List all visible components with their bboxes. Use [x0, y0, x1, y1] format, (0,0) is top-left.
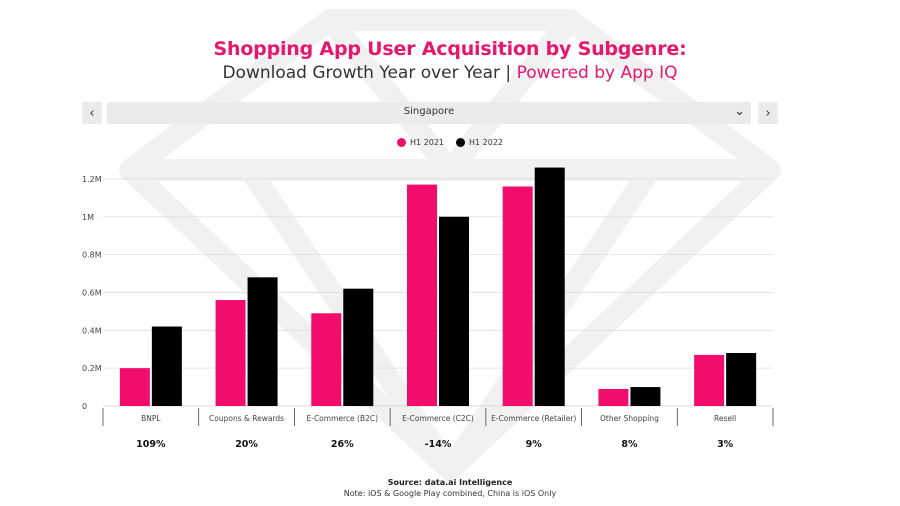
- bar-h1-2021: [215, 300, 246, 406]
- y-tick-label: 0: [82, 402, 87, 411]
- bar-h1-2022: [726, 353, 757, 406]
- growth-label: 9%: [526, 439, 543, 450]
- bar-h1-2022: [534, 167, 565, 406]
- bar-h1-2021: [311, 313, 342, 406]
- legend-swatch-h1-2022: [456, 138, 465, 147]
- growth-label: 20%: [235, 439, 258, 450]
- bar-h1-2021: [502, 186, 533, 406]
- x-tick-label: Resell: [714, 414, 736, 423]
- bar-h1-2022: [151, 326, 182, 406]
- legend-label-h1-2022: H1 2022: [469, 138, 504, 147]
- note-text: Note: iOS & Google Play combined, China …: [343, 489, 557, 498]
- x-tick-label: E-Commerce (B2C): [307, 414, 379, 423]
- subtitle-powered-by: Powered by App IQ: [516, 63, 678, 83]
- source-text: Source: data.ai Intelligence: [387, 478, 513, 487]
- legend-swatch-h1-2021: [396, 138, 406, 147]
- region-select-value: Singapore: [403, 106, 455, 117]
- y-tick-label: 0.8M: [82, 251, 102, 260]
- growth-label: 3%: [717, 439, 734, 450]
- x-tick-label: Other Shopping: [600, 414, 659, 423]
- y-tick-label: 0.2M: [82, 364, 102, 373]
- y-tick-label: 1M: [82, 213, 94, 222]
- bar-h1-2022: [247, 277, 278, 406]
- growth-label: 26%: [331, 439, 354, 450]
- subtitle-main: Download Growth Year over Year |: [222, 63, 517, 83]
- region-select[interactable]: Singapore ⌄: [107, 102, 751, 124]
- x-tick-label: E-Commerce (C2C): [402, 414, 474, 423]
- y-tick-label: 0.6M: [82, 288, 102, 297]
- bar-h1-2022: [439, 216, 469, 406]
- chart-legend: H1 2021 H1 2022: [0, 138, 900, 147]
- chevron-left-icon: ‹: [89, 105, 95, 121]
- chart-title: Shopping App User Acquisition by Subgenr…: [213, 38, 687, 60]
- bar-h1-2022: [630, 387, 661, 406]
- chart-subtitle: Download Growth Year over Year | Powered…: [0, 63, 900, 83]
- next-region-button[interactable]: ›: [758, 102, 778, 124]
- y-tick-label: 1.2M: [82, 175, 102, 184]
- growth-label: -14%: [425, 439, 452, 450]
- growth-label: 109%: [136, 439, 166, 450]
- prev-region-button[interactable]: ‹: [82, 102, 102, 124]
- bar-h1-2021: [407, 184, 437, 406]
- legend-label-h1-2021: H1 2021: [409, 138, 444, 147]
- x-tick-label: E-Commerce (Retailer): [491, 414, 576, 423]
- bar-h1-2021: [119, 368, 150, 406]
- x-tick-label: BNPL: [141, 414, 161, 423]
- x-tick-label: Coupons & Rewards: [209, 414, 284, 423]
- legend-item-h1-2022[interactable]: H1 2022: [456, 138, 503, 147]
- bar-h1-2021: [598, 388, 629, 406]
- legend-item-h1-2021[interactable]: H1 2021: [396, 138, 444, 147]
- growth-label: 8%: [621, 439, 638, 450]
- chevron-down-icon: ⌄: [734, 104, 745, 119]
- bar-h1-2022: [343, 288, 374, 406]
- chevron-right-icon: ›: [765, 105, 771, 121]
- bar-h1-2021: [694, 354, 725, 406]
- y-tick-label: 0.4M: [82, 326, 102, 335]
